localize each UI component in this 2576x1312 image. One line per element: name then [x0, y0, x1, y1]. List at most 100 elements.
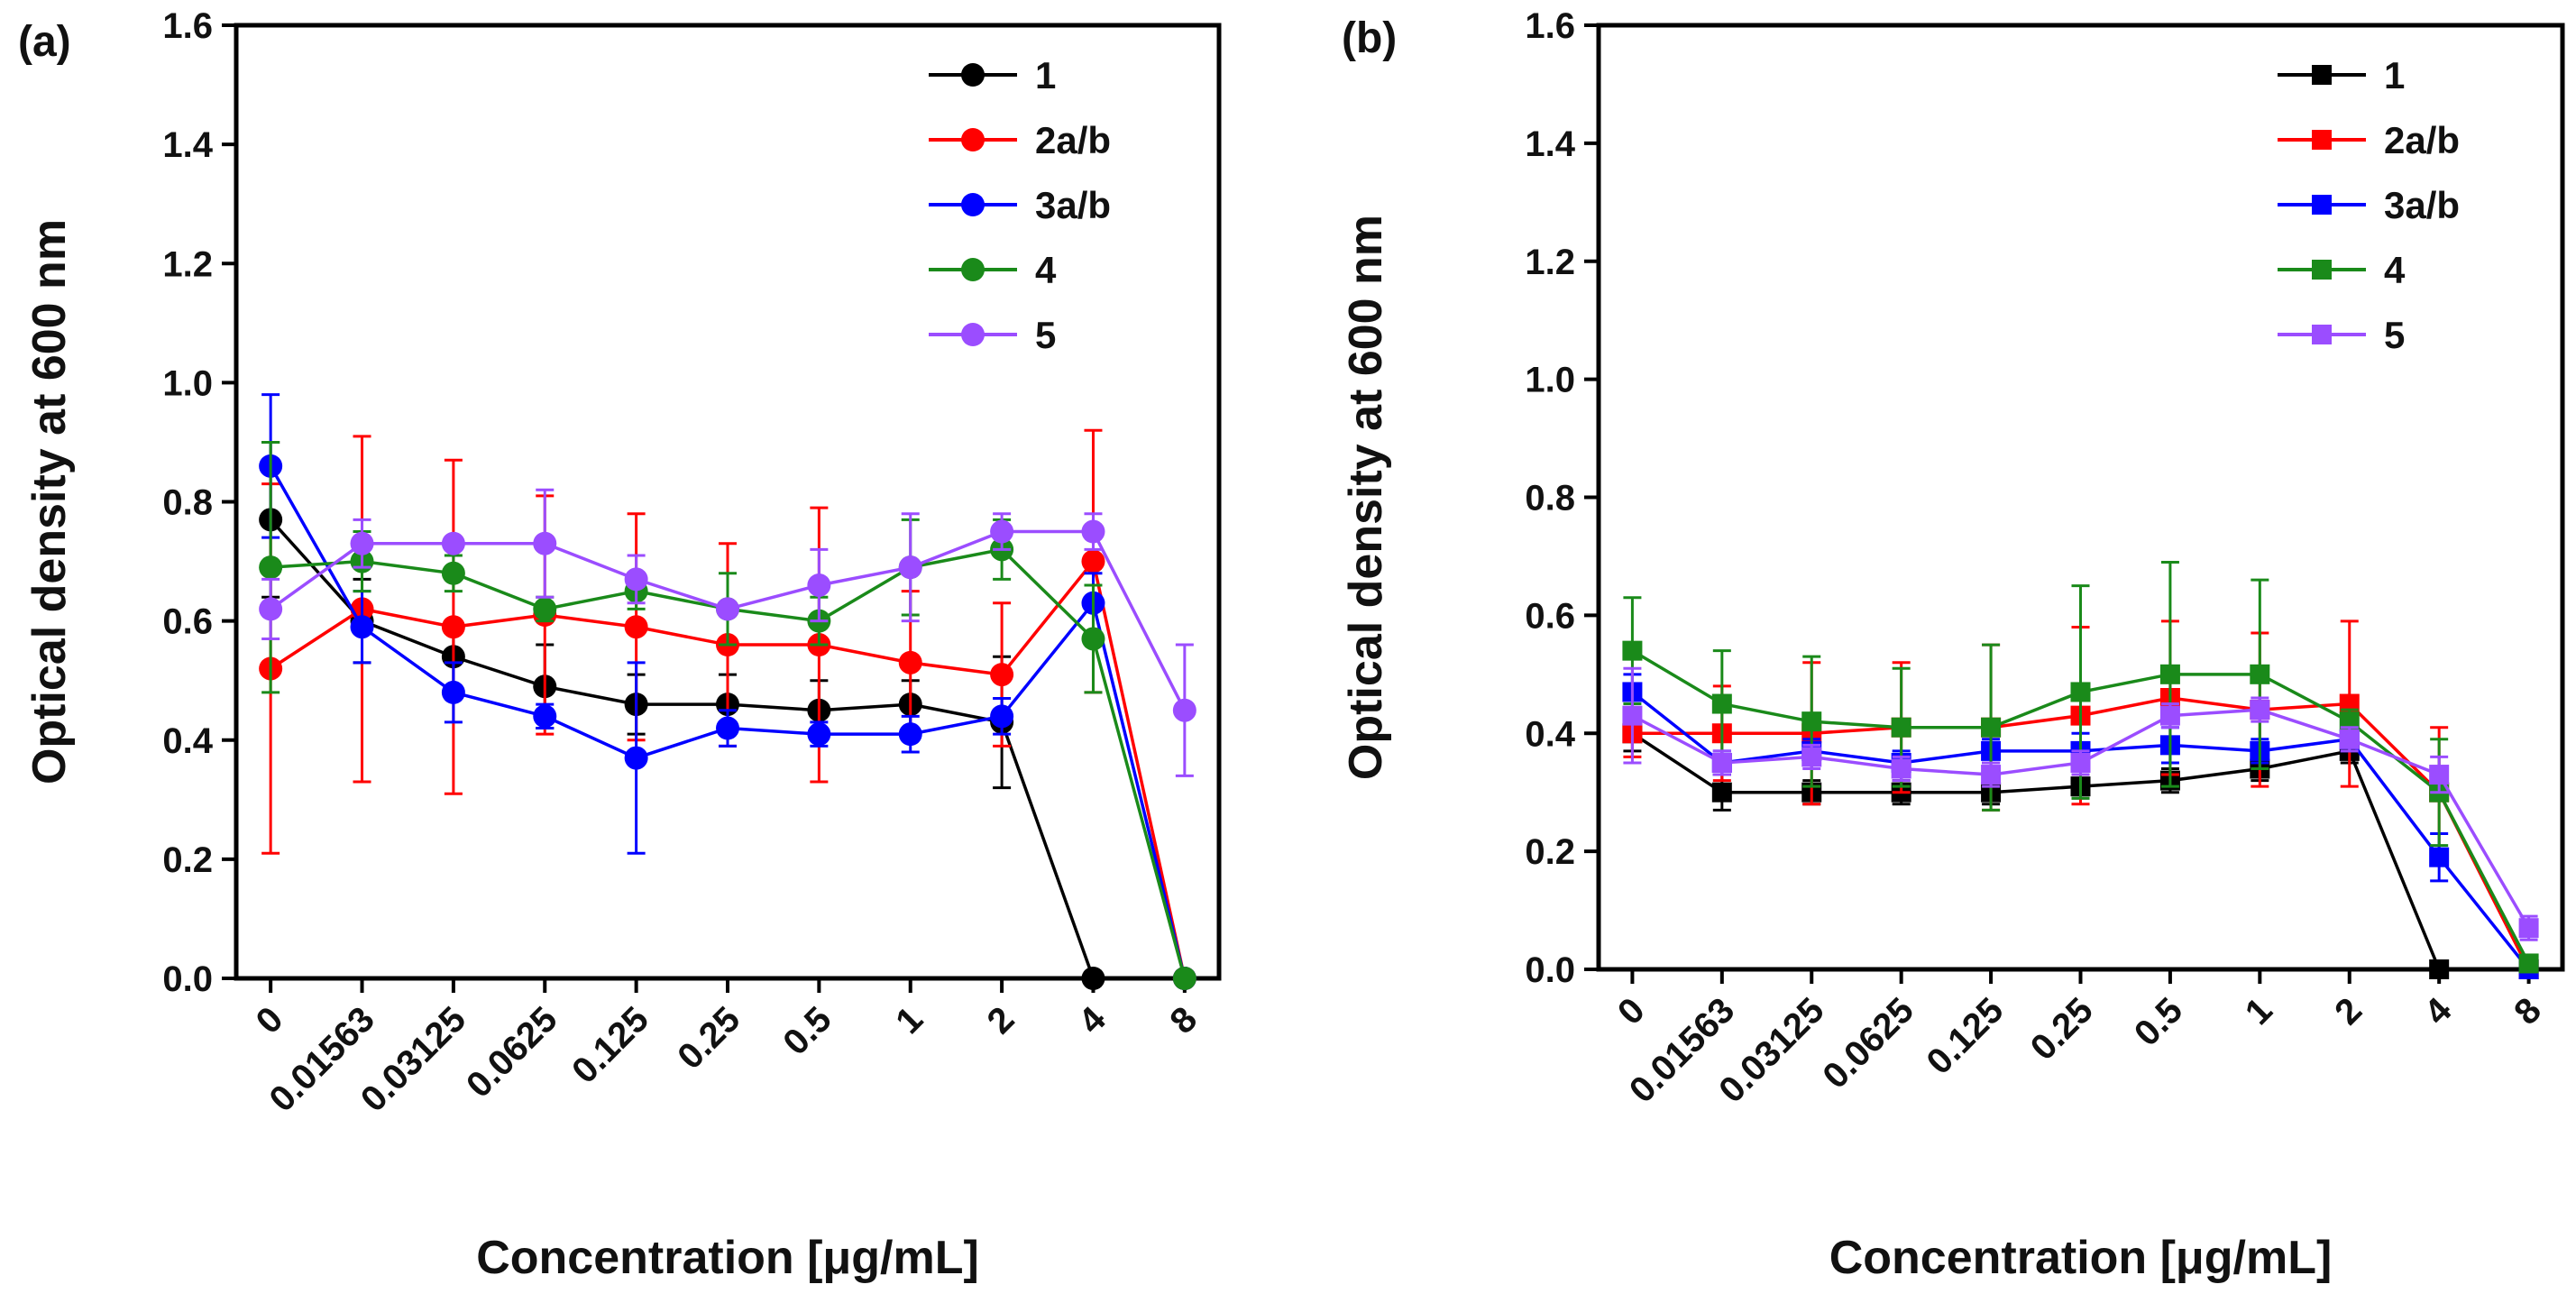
x-tick-label: 0.125	[1920, 990, 2012, 1082]
x-tick-label: 0.0625	[459, 999, 565, 1106]
data-point	[1801, 747, 1822, 767]
x-tick-label: 2	[980, 999, 1022, 1041]
data-point	[1622, 640, 1643, 661]
y-tick-label: 1.4	[1525, 124, 1575, 164]
panel-a: (a)0.00.20.40.60.81.01.21.41.600.015630.…	[18, 6, 1222, 1284]
data-point	[1711, 782, 1732, 803]
data-point	[533, 531, 557, 555]
data-point	[2070, 752, 2091, 773]
legend-marker	[2312, 325, 2332, 344]
data-point	[898, 650, 922, 674]
legend-label: 4	[2384, 249, 2406, 291]
data-point	[2429, 765, 2450, 785]
data-point	[2518, 953, 2539, 974]
panel-label: (b)	[1342, 14, 1397, 62]
y-axis-title: Optical density at 600 nm	[1340, 215, 1392, 780]
x-tick-label: 0.5	[2127, 990, 2190, 1053]
legend-marker	[961, 323, 985, 346]
data-point	[350, 615, 374, 639]
legend-label: 4	[1035, 249, 1057, 291]
data-point	[716, 597, 739, 621]
y-tick-label: 0.8	[162, 483, 213, 523]
y-tick-label: 0.6	[1525, 596, 1575, 636]
x-axis-title: Concentration [μg/mL]	[476, 1232, 979, 1284]
data-point	[259, 555, 283, 580]
data-point	[1981, 765, 2002, 785]
y-tick-label: 0.4	[162, 721, 213, 761]
legend-label: 5	[2384, 314, 2405, 356]
data-point	[1622, 705, 1643, 726]
x-tick-label: 0.0625	[1815, 990, 1921, 1096]
legend-marker	[961, 128, 985, 151]
x-tick-label: 8	[2507, 990, 2549, 1032]
legend-label: 3a/b	[2384, 184, 2460, 226]
plot-frame	[234, 23, 1222, 981]
x-tick-label: 4	[1071, 999, 1114, 1041]
data-point	[2159, 705, 2180, 726]
data-point	[1711, 693, 1732, 714]
legend-marker	[2312, 195, 2332, 215]
y-tick-label: 0.0	[1525, 950, 1575, 990]
x-tick-label: 1	[2238, 990, 2280, 1032]
data-point	[1081, 549, 1105, 573]
x-axis-title: Concentration [μg/mL]	[1829, 1232, 2333, 1284]
x-tick-label: 2	[2327, 990, 2370, 1032]
data-point	[1081, 627, 1105, 651]
data-point	[259, 597, 283, 621]
data-point	[350, 531, 374, 555]
legend-label: 2a/b	[1035, 119, 1111, 161]
x-tick-label: 4	[2417, 990, 2460, 1032]
data-point	[533, 704, 557, 729]
y-tick-label: 0.2	[1525, 832, 1575, 872]
data-point	[898, 722, 922, 747]
legend-label: 5	[1035, 314, 1056, 356]
y-tick-label: 0.6	[162, 602, 213, 642]
data-point	[2429, 959, 2450, 979]
legend-marker	[2312, 65, 2332, 85]
y-tick-label: 0.8	[1525, 479, 1575, 518]
y-tick-label: 1.2	[1525, 243, 1575, 282]
data-point	[1172, 698, 1196, 722]
data-point	[1801, 711, 1822, 732]
y-tick-label: 1.4	[162, 125, 213, 165]
legend-label: 1	[1035, 54, 1056, 96]
panel-label: (a)	[18, 18, 71, 66]
legend-marker	[2312, 130, 2332, 150]
data-point	[441, 615, 465, 639]
x-tick-label: 0.5	[775, 999, 839, 1062]
data-point	[533, 597, 557, 621]
data-point	[441, 531, 465, 555]
data-point	[1081, 519, 1105, 544]
x-tick-label: 0.125	[564, 999, 656, 1091]
x-tick-label: 1	[888, 999, 930, 1041]
legend-marker	[961, 63, 985, 87]
data-point	[2250, 664, 2270, 684]
legend-marker	[961, 193, 985, 216]
y-tick-label: 1.6	[1525, 6, 1575, 46]
y-tick-label: 1.0	[1525, 361, 1575, 400]
data-point	[1711, 752, 1732, 773]
data-point	[624, 746, 648, 770]
y-tick-label: 0.0	[162, 959, 213, 999]
data-point	[807, 573, 831, 597]
legend-label: 2a/b	[2384, 119, 2460, 161]
data-point	[990, 663, 1014, 687]
y-tick-label: 1.0	[162, 363, 213, 403]
panel-b: (b)0.00.20.40.60.81.01.21.41.600.015630.…	[1340, 6, 2565, 1284]
data-point	[1081, 967, 1105, 990]
x-tick-label: 0	[249, 999, 291, 1041]
data-point	[2070, 682, 2091, 702]
y-tick-label: 0.2	[162, 840, 213, 880]
x-tick-label: 0.25	[670, 999, 747, 1077]
data-point	[807, 722, 831, 747]
data-point	[716, 716, 739, 740]
y-tick-label: 0.4	[1525, 714, 1575, 754]
data-point	[441, 680, 465, 704]
data-point	[2250, 700, 2270, 720]
data-point	[2518, 918, 2539, 939]
data-point	[1891, 758, 1911, 779]
x-tick-label: 0.25	[2023, 990, 2101, 1068]
data-point	[898, 555, 922, 580]
x-tick-label: 0	[1610, 990, 1653, 1032]
